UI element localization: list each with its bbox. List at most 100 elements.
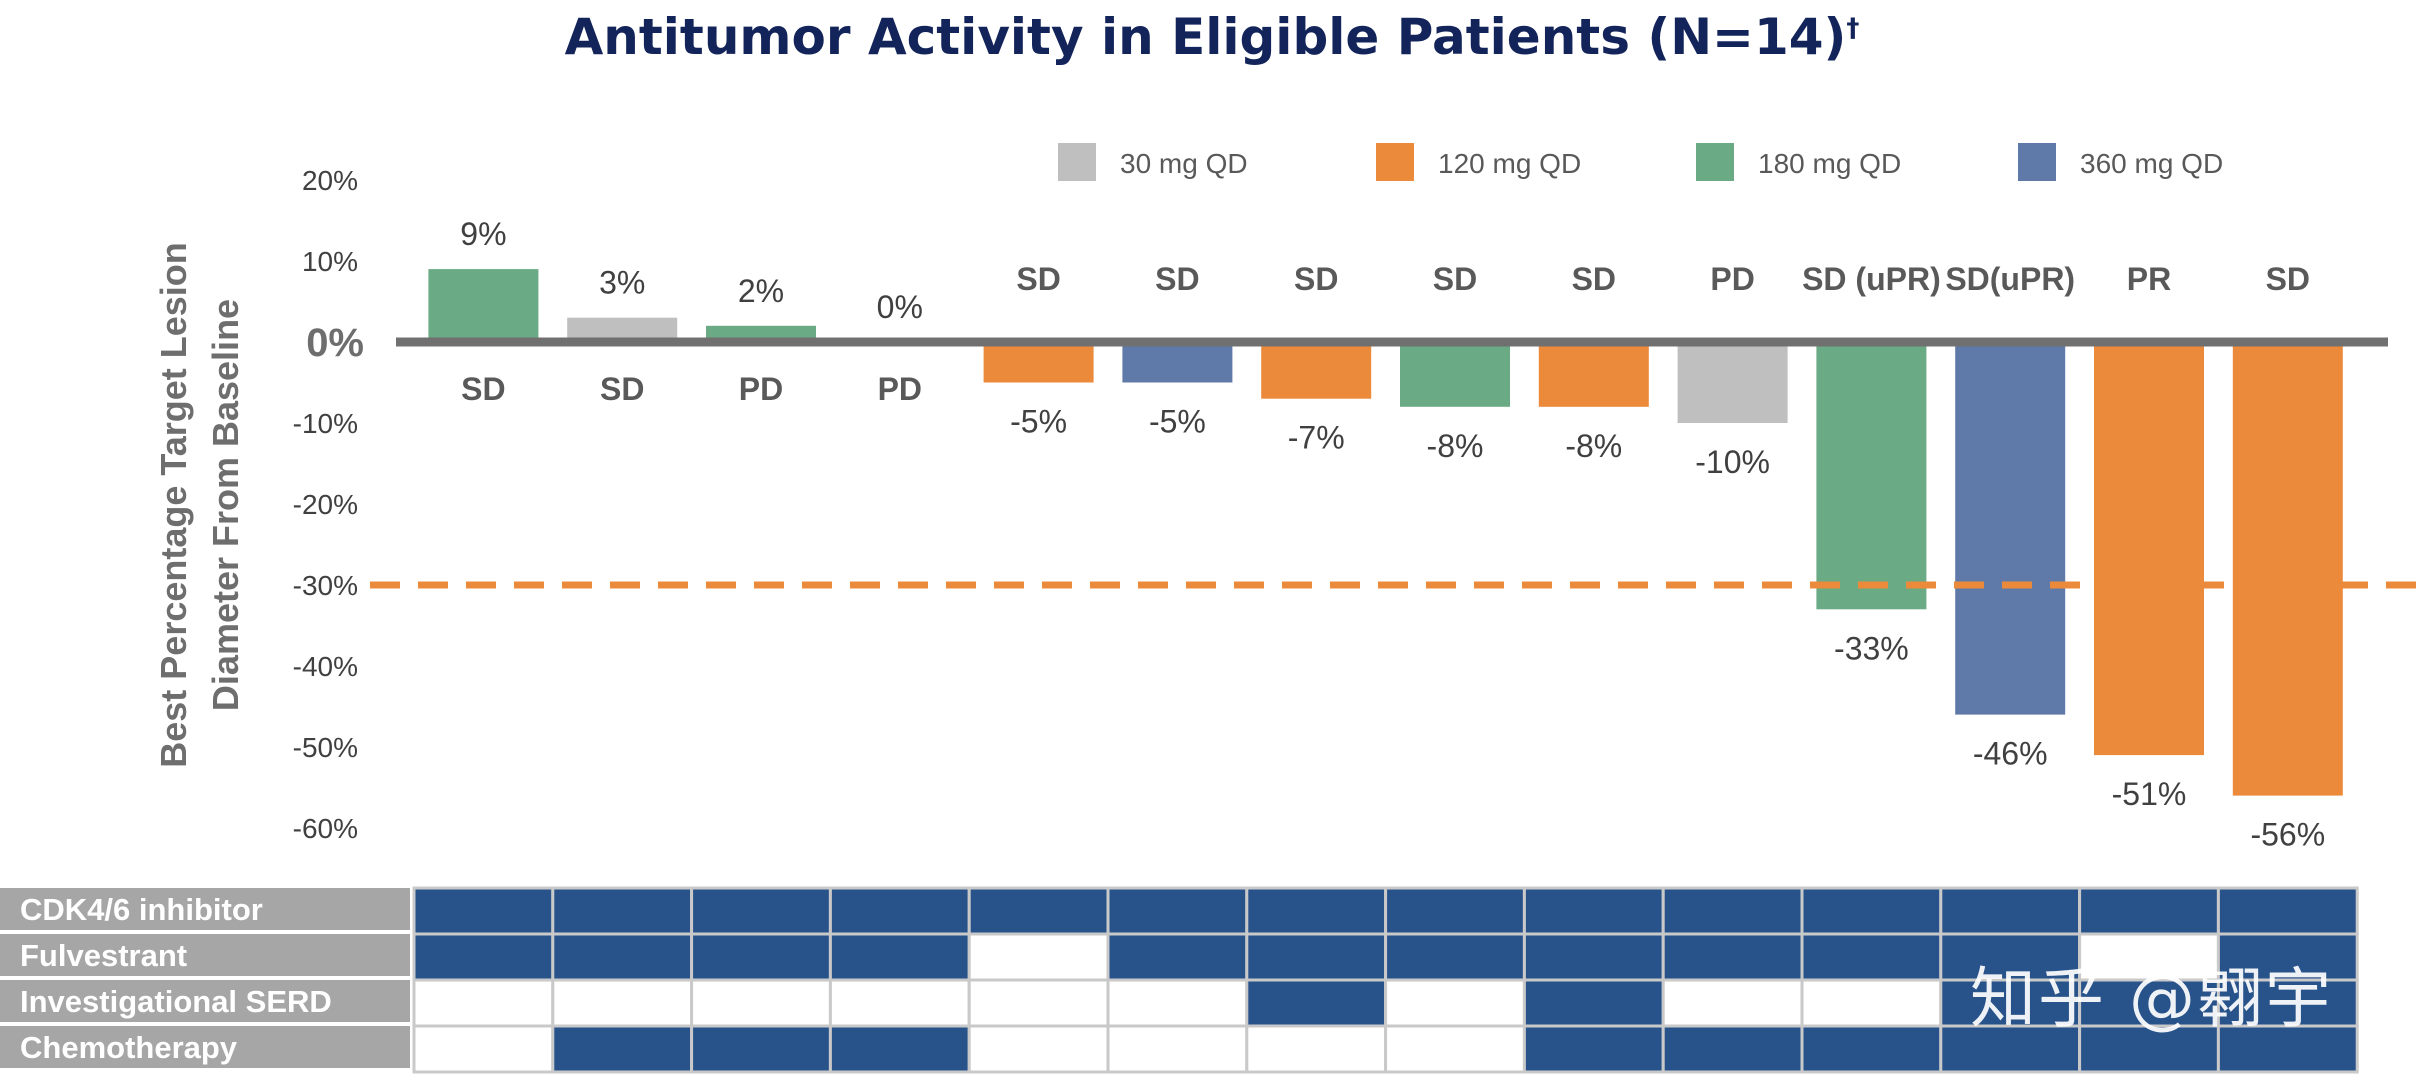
therapy-cell bbox=[967, 886, 1110, 936]
legend-label: 360 mg QD bbox=[2080, 148, 2223, 179]
therapy-cell bbox=[967, 1024, 1110, 1074]
bar bbox=[983, 342, 1094, 383]
therapy-cell bbox=[2078, 1024, 2220, 1074]
data-label: -5% bbox=[1149, 404, 1206, 440]
therapy-cell bbox=[967, 978, 1110, 1028]
therapy-cell bbox=[690, 886, 832, 936]
therapy-cell bbox=[1661, 1024, 1804, 1074]
therapy-cell bbox=[551, 886, 694, 936]
therapy-row-label: CDK4/6 inhibitor bbox=[20, 892, 263, 927]
therapy-cell bbox=[1800, 1024, 1943, 1074]
therapy-cell bbox=[2216, 932, 2359, 982]
data-label: -5% bbox=[1010, 404, 1067, 440]
y-tick-label: 20% bbox=[302, 165, 358, 196]
y-tick-label: -50% bbox=[293, 732, 358, 763]
therapy-cell bbox=[2216, 978, 2359, 1028]
bar bbox=[428, 269, 539, 342]
bar bbox=[1261, 342, 1372, 399]
therapy-row-label: Chemotherapy bbox=[20, 1030, 238, 1065]
therapy-cell bbox=[2216, 1024, 2359, 1074]
legend-swatch bbox=[1376, 143, 1414, 181]
data-label: -46% bbox=[1973, 736, 2048, 772]
legend-label: 180 mg QD bbox=[1758, 148, 1901, 179]
therapy-cell bbox=[1939, 1024, 2082, 1074]
response-label: SD bbox=[1572, 261, 1616, 297]
bar bbox=[1538, 342, 1649, 407]
therapy-cell bbox=[412, 1024, 555, 1074]
bar bbox=[1955, 342, 2066, 715]
response-label: SD (uPR) bbox=[1802, 261, 1941, 297]
data-label: -33% bbox=[1834, 630, 1909, 666]
y-tick-label: -30% bbox=[293, 570, 358, 601]
therapy-cell bbox=[1245, 1024, 1388, 1074]
legend-swatch bbox=[1058, 143, 1096, 181]
data-label: 9% bbox=[460, 216, 506, 252]
therapy-row-label-bg bbox=[0, 1026, 410, 1068]
therapy-cell bbox=[828, 1024, 971, 1074]
legend-swatch bbox=[1696, 143, 1734, 181]
therapy-cell bbox=[967, 932, 1110, 982]
y-tick-label: -60% bbox=[293, 813, 358, 844]
y-axis-title-line-1: Best Percentage Target Lesion bbox=[153, 242, 194, 768]
y-tick-label: -20% bbox=[293, 489, 358, 520]
response-label: SD bbox=[1433, 261, 1477, 297]
therapy-cell bbox=[1106, 1024, 1249, 1074]
bar bbox=[1677, 342, 1788, 423]
data-label: -7% bbox=[1288, 420, 1345, 456]
title-footnote-mark: † bbox=[1846, 13, 1860, 44]
therapy-cell bbox=[690, 932, 832, 982]
response-label: SD bbox=[1294, 261, 1338, 297]
data-label: -56% bbox=[2250, 817, 2325, 853]
chart-title: Antitumor Activity in Eligible Patients … bbox=[0, 8, 2424, 66]
therapy-cell bbox=[828, 978, 971, 1028]
response-label: SD bbox=[1016, 261, 1060, 297]
therapy-cell bbox=[1800, 978, 1943, 1028]
y-tick-label: -10% bbox=[293, 408, 358, 439]
y-axis-title-line-2: Diameter From Baseline bbox=[205, 299, 246, 711]
therapy-cell bbox=[2216, 886, 2359, 936]
therapy-cell bbox=[1939, 932, 2082, 982]
therapy-cell bbox=[1245, 978, 1388, 1028]
therapy-cell bbox=[1800, 932, 1943, 982]
therapy-cell bbox=[1800, 886, 1943, 936]
therapy-cell bbox=[1939, 886, 2082, 936]
bar bbox=[2232, 342, 2343, 796]
therapy-cell bbox=[1384, 932, 1526, 982]
response-label: PR bbox=[2127, 261, 2171, 297]
therapy-cell bbox=[1245, 886, 1388, 936]
therapy-cell bbox=[412, 978, 555, 1028]
therapy-row-label-bg bbox=[0, 980, 410, 1022]
y-tick-label: 0% bbox=[306, 321, 364, 365]
y-tick-label: 10% bbox=[302, 246, 358, 277]
therapy-row-label-bg bbox=[0, 888, 410, 930]
therapy-cell bbox=[551, 932, 694, 982]
therapy-row-label: Fulvestrant bbox=[20, 938, 187, 973]
therapy-cell bbox=[1522, 886, 1665, 936]
therapy-cell bbox=[1384, 978, 1526, 1028]
data-label: 3% bbox=[599, 265, 645, 301]
response-label: SD bbox=[1155, 261, 1199, 297]
data-label: -51% bbox=[2112, 776, 2187, 812]
therapy-cell bbox=[1522, 1024, 1665, 1074]
therapy-cell bbox=[1522, 932, 1665, 982]
data-label: 2% bbox=[738, 273, 784, 309]
response-label: SD bbox=[600, 371, 644, 407]
therapy-cell bbox=[412, 932, 555, 982]
y-tick-label: -40% bbox=[293, 651, 358, 682]
therapy-cell bbox=[1522, 978, 1665, 1028]
therapy-cell bbox=[1384, 1024, 1526, 1074]
bar bbox=[2094, 342, 2204, 756]
chart-title-text: Antitumor Activity in Eligible Patients … bbox=[564, 8, 1847, 66]
legend-label: 30 mg QD bbox=[1120, 148, 1248, 179]
therapy-cell bbox=[551, 978, 694, 1028]
therapy-cell bbox=[1106, 932, 1249, 982]
legend-swatch bbox=[2018, 143, 2056, 181]
therapy-cell bbox=[412, 886, 555, 936]
therapy-cell bbox=[690, 978, 832, 1028]
therapy-cell bbox=[2078, 932, 2220, 982]
therapy-cell bbox=[1106, 978, 1249, 1028]
therapy-cell bbox=[2078, 886, 2220, 936]
therapy-cell bbox=[2078, 978, 2220, 1028]
response-label: PD bbox=[739, 371, 783, 407]
